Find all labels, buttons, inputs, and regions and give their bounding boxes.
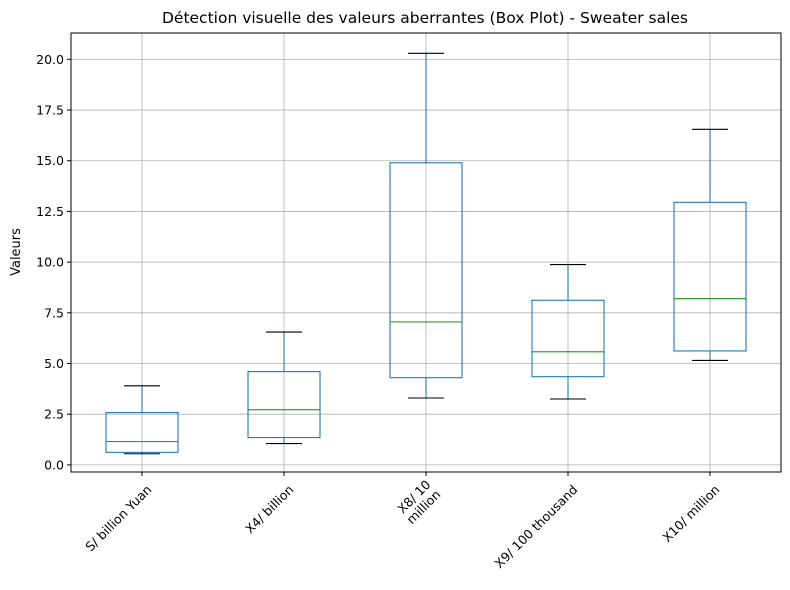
box (531, 264, 605, 400)
box-iqr (389, 162, 463, 379)
y-tick-label: 10.0 (36, 255, 64, 270)
boxes (105, 52, 747, 455)
x-axis: S/ billion Yuan X4/ billion X8/ 10million X… (82, 472, 722, 571)
box (247, 331, 321, 445)
x-tick-label-line: X4/ billion (242, 482, 297, 537)
y-tick-label: 20.0 (36, 52, 64, 67)
x-tick-label-line: S/ billion Yuan (82, 482, 154, 554)
x-tick-label: X4/ billion (242, 482, 297, 537)
y-tick-label: 5.0 (44, 356, 64, 371)
x-tick-label-line: X10/ million (659, 482, 722, 545)
y-axis-label: Valeurs (9, 228, 24, 276)
y-tick-label: 7.5 (44, 305, 64, 320)
y-tick-label: 17.5 (36, 103, 64, 118)
chart-title: Détection visuelle des valeurs aberrante… (162, 9, 688, 27)
box (105, 385, 179, 455)
box-iqr (105, 412, 179, 453)
y-axis: 0.0 2.5 5.0 7.5 10.0 12.5 15.0 17.5 20.0 (36, 52, 71, 472)
box (389, 52, 463, 399)
box-iqr (531, 299, 605, 378)
y-tick-label: 15.0 (36, 153, 64, 168)
y-tick-label: 2.5 (44, 407, 64, 422)
box (673, 128, 747, 362)
x-tick-label-line: X9/ 100 thousand (491, 482, 580, 571)
box-iqr (247, 371, 321, 439)
x-tick-label: X9/ 100 thousand (491, 482, 580, 571)
y-tick-label: 12.5 (36, 204, 64, 219)
x-tick-label: X8/ 10million (393, 477, 443, 527)
y-tick-label: 0.0 (44, 457, 64, 472)
box-iqr (673, 201, 747, 352)
x-tick-label: X10/ million (659, 482, 722, 545)
x-tick-label: S/ billion Yuan (82, 482, 154, 554)
